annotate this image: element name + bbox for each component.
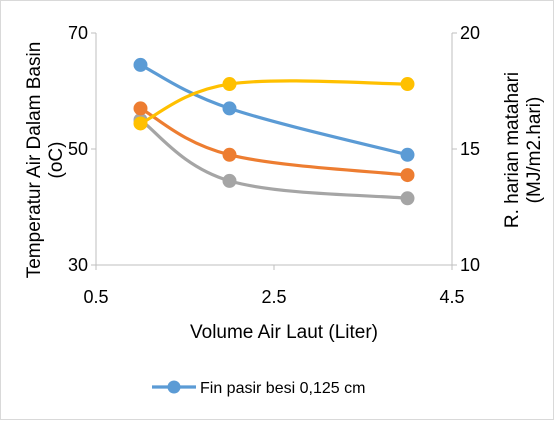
- legend: Fin pasir besi 0,125 cm: [152, 380, 365, 397]
- series-1: [133, 101, 415, 183]
- data-point: [222, 147, 237, 162]
- y-tick-label: 70: [68, 23, 88, 43]
- x-axis-title: Volume Air Laut (Liter): [190, 322, 378, 343]
- y2-tick-label: 20: [460, 23, 480, 43]
- data-point: [400, 77, 415, 92]
- y-tick-label: 30: [68, 255, 88, 275]
- legend-item: Fin pasir besi 0,125 cm: [152, 380, 365, 397]
- y2-axis-title-line: (MJ/m2.hari): [524, 97, 545, 204]
- data-point: [133, 101, 148, 116]
- x-tick-label: 2.5: [261, 287, 286, 307]
- data-point: [400, 147, 415, 162]
- y2-tick-label: 15: [460, 139, 480, 159]
- series-0: [133, 57, 415, 162]
- data-point: [222, 101, 237, 116]
- data-point: [400, 168, 415, 183]
- y-axis-title-line: (oC): [46, 142, 67, 179]
- x-tick-label: 0.5: [83, 287, 108, 307]
- data-point: [400, 191, 415, 206]
- legend-label: Fin pasir besi 0,125 cm: [200, 380, 365, 397]
- data-point: [222, 173, 237, 188]
- data-point: [133, 116, 148, 131]
- y2-tick-label: 10: [460, 255, 480, 275]
- series-3: [133, 77, 415, 131]
- y2-axis-ticks: 10 15 20: [452, 23, 480, 275]
- x-axis-ticks: 0.5 2.5 4.5: [83, 265, 465, 307]
- x-tick-label: 4.5: [439, 287, 464, 307]
- y2-axis-title-line: R. harian matahari: [502, 72, 523, 228]
- y-axis-title-line: Temperatur Air Dalam Basin: [24, 42, 45, 279]
- y-tick-label: 50: [68, 139, 88, 159]
- y-axis-ticks: 30 50 70: [68, 23, 96, 275]
- data-point: [222, 77, 237, 92]
- data-point: [133, 57, 148, 72]
- y-axis-title: Temperatur Air Dalam Basin (oC): [24, 42, 67, 279]
- series-layer: [133, 57, 415, 206]
- legend-marker: [167, 380, 181, 394]
- y2-axis-title: R. harian matahari (MJ/m2.hari): [502, 72, 545, 228]
